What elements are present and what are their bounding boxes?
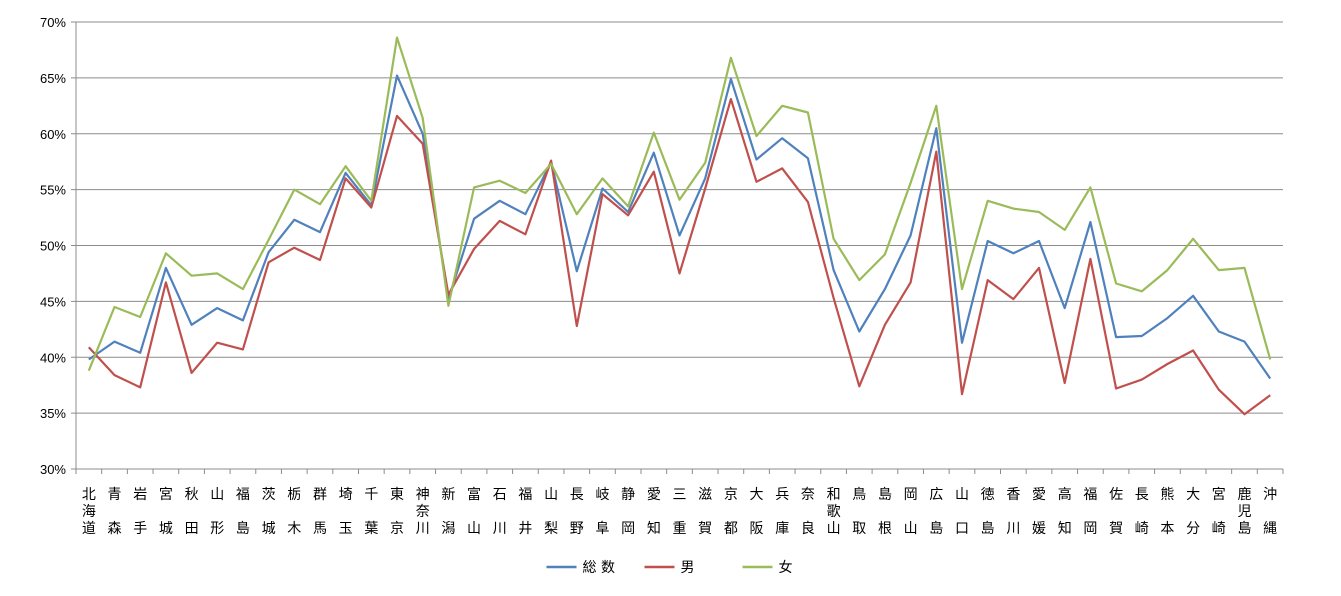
x-tick-label: 三重 [673,487,687,537]
x-tick-label: 宮城 [159,487,173,537]
x-tick-label: 京都 [724,487,738,537]
legend-label: 総 数 [583,560,615,576]
series-lines [87,36,1272,416]
gridlines [76,21,1283,414]
x-tick-label: 福島 [236,487,250,537]
y-tick-label: 45% [40,294,66,309]
x-tick-label: 高知 [1058,486,1072,537]
x-tick-label: 愛知 [647,487,661,537]
x-tick-label: 石川 [493,487,507,537]
x-tick-label: 大分 [1186,487,1200,537]
x-tick-label: 茨城 [262,487,276,537]
y-tick-label: 55% [40,183,66,198]
series-line [87,97,1271,416]
x-tick-label: 岩手 [133,487,147,537]
x-tick-label: 奈良 [801,487,815,537]
x-tick-label: 熊本 [1160,487,1174,537]
x-tick-label: 大阪 [750,487,764,537]
x-tick-label: 富山 [467,486,481,537]
x-tick-label: 宮崎 [1212,487,1226,537]
x-tick-label: 北海道 [82,487,96,537]
x-tick-label: 島根 [878,487,892,537]
y-tick-label: 35% [40,406,66,421]
y-axis: 30% 35% 40% 45% 50% 55% 60% 65% 70% [40,15,77,477]
y-tick-label: 40% [40,350,66,365]
x-tick-label: 岐阜 [595,487,609,537]
x-tick-label: 長崎 [1135,487,1149,537]
y-tick-label: 30% [40,462,66,477]
x-tick-label: 山梨 [544,487,558,537]
x-tick-label: 栃木 [287,487,301,537]
series-line [88,74,1272,380]
x-tick-label: 和歌山 [827,487,841,537]
x-tick-label: 兵庫 [775,487,789,537]
x-tick-label: 愛媛 [1032,487,1046,537]
x-tick-label: 鹿児島 [1237,486,1251,537]
x-tick-label: 長野 [570,487,584,537]
x-tick-label: 山形 [210,487,224,537]
x-tick-label: 滋賀 [698,487,712,537]
x-tick-label: 広島 [929,487,943,537]
y-tick-label: 50% [40,239,66,254]
x-tick-label: 埼玉 [339,487,353,537]
x-tick-label: 沖縄 [1263,487,1277,537]
x-tick-label: 静岡 [621,487,635,537]
x-tick-label: 山口 [955,487,969,537]
x-axis: 北海道青森岩手宮城秋田山形福島茨城栃木群馬埼玉千葉東京神奈川新潟富山石川福井山梨… [75,468,1284,537]
y-tick-label: 60% [40,127,66,142]
x-tick-label: 鳥取 [852,487,866,537]
y-tick-label: 65% [40,71,66,86]
legend-label: 男 [681,560,695,576]
series-line [87,36,1272,372]
y-tick-label: 70% [40,15,66,30]
x-tick-label: 福岡 [1083,487,1097,537]
x-tick-label: 新潟 [441,487,455,537]
x-tick-label: 神奈川 [416,487,430,537]
x-tick-label: 徳島 [981,487,995,537]
x-tick-label: 群馬 [313,487,327,537]
x-tick-label: 青森 [108,487,122,537]
x-tick-label: 秋田 [185,487,199,537]
legend-label: 女 [779,559,793,576]
legend: 総 数男女 [546,559,793,576]
x-tick-label: 福井 [518,487,532,537]
x-tick-label: 岡山 [904,487,918,537]
x-tick-label: 千葉 [364,487,378,537]
x-tick-label: 東京 [390,487,404,537]
x-tick-label: 香川 [1006,487,1020,537]
x-tick-label: 佐賀 [1109,487,1123,537]
